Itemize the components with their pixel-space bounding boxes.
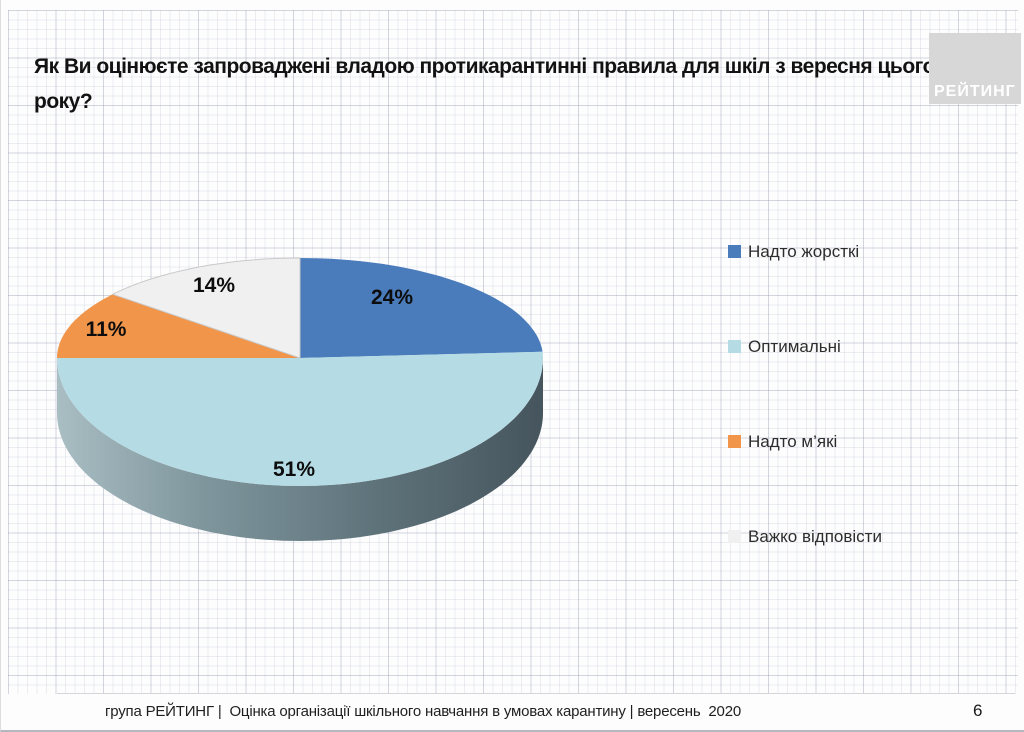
footer-text: група РЕЙТИНГ | Оцінка організації шкіль… xyxy=(105,703,741,720)
legend-swatch xyxy=(728,340,741,353)
pie-slice-4 xyxy=(111,257,301,359)
legend-swatch xyxy=(728,435,741,448)
slice-value-label: 24% xyxy=(371,286,413,309)
pie-side xyxy=(57,358,543,541)
legend-item-2: Оптимальні xyxy=(728,336,882,357)
pie-slice-1 xyxy=(300,258,543,358)
legend-item-4: Важко відповісти xyxy=(728,526,882,547)
legend-label: Важко відповісти xyxy=(748,526,882,546)
pie-slice-2 xyxy=(57,351,543,486)
slide-title: Як Ви оцінюєте запроваджені владою проти… xyxy=(34,55,935,113)
slice-value-label: 11% xyxy=(86,318,127,341)
slice-value-label: 14% xyxy=(193,274,235,297)
slice-value-label: 51% xyxy=(273,458,315,481)
legend-item-1: Надто жорсткі xyxy=(728,241,882,262)
legend-swatch xyxy=(728,530,741,543)
footer-divider xyxy=(57,693,1015,694)
chart-legend: Надто жорсткі Оптимальні Надто м’які Важко … xyxy=(728,241,882,621)
legend-label: Надто м’які xyxy=(748,431,838,451)
page-number: 6 xyxy=(973,701,983,720)
legend-label: Надто жорсткі xyxy=(748,241,860,261)
rating-logo-text: РЕЙТИНГ xyxy=(934,83,1016,100)
legend-label: Оптимальні xyxy=(748,336,841,356)
rating-logo: РЕЙТИНГ xyxy=(929,33,1021,104)
legend-swatch xyxy=(728,245,741,258)
pie-slice-3 xyxy=(57,294,300,358)
legend-item-3: Надто м’які xyxy=(728,431,882,452)
